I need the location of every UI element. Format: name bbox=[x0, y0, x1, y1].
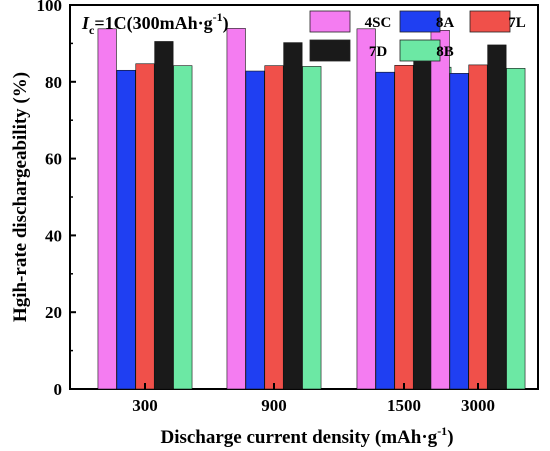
y-tick-label: 100 bbox=[37, 0, 63, 15]
legend-swatch-7l bbox=[469, 10, 511, 33]
bar-4sc-900 bbox=[226, 28, 246, 390]
legend-label-8b: 8B bbox=[436, 44, 454, 60]
bar-7d-900 bbox=[283, 42, 303, 390]
y-tick-label: 80 bbox=[45, 73, 62, 92]
annotation-sup: -1 bbox=[213, 10, 223, 24]
condition-annotation: Ic=1C(300mAh·g-1) bbox=[81, 10, 229, 37]
legend-swatch-7d bbox=[309, 39, 351, 62]
x-tick-label: 300 bbox=[132, 396, 158, 415]
x-tick-label: 1500 bbox=[387, 396, 421, 415]
bar-8a-900 bbox=[245, 70, 265, 390]
annotation-text: =1C(300mAh·g bbox=[94, 13, 212, 34]
x-tick-label: 900 bbox=[261, 396, 287, 415]
y-tick-label: 40 bbox=[45, 226, 62, 245]
bar-8b-3000 bbox=[506, 68, 526, 390]
bar-8a-3000 bbox=[449, 73, 469, 390]
bar-4sc-300 bbox=[97, 28, 117, 390]
y-tick-label: 0 bbox=[54, 380, 63, 399]
bar-7d-3000 bbox=[487, 44, 507, 390]
bar-8b-300 bbox=[173, 65, 193, 390]
x-axis-title-sup: -1 bbox=[437, 424, 447, 438]
legend: 4SC 8A 7L 7D 8B bbox=[309, 10, 526, 62]
bar-8a-300 bbox=[116, 69, 136, 390]
y-axis-title: Hgih-rate dischargeability (%) bbox=[10, 72, 31, 322]
bar-4sc-1500 bbox=[356, 28, 376, 390]
x-axis: 300 900 1500 3000 bbox=[132, 383, 495, 415]
annotation-italic: I bbox=[81, 13, 90, 33]
bar-8b-900 bbox=[302, 66, 322, 390]
legend-label-4sc: 4SC bbox=[365, 15, 392, 31]
bar-7d-300 bbox=[154, 41, 174, 390]
bar-7l-1500 bbox=[394, 64, 414, 390]
bar-7d-1500 bbox=[413, 43, 433, 390]
legend-label-7d: 7D bbox=[369, 44, 388, 60]
legend-swatch-8b bbox=[399, 39, 441, 62]
bars bbox=[97, 28, 526, 390]
y-tick-label: 20 bbox=[45, 303, 62, 322]
legend-swatch-8a bbox=[399, 10, 441, 33]
y-axis: 0 20 40 60 80 100 bbox=[37, 0, 76, 399]
bar-7l-300 bbox=[135, 63, 155, 390]
legend-swatch-4sc bbox=[309, 10, 351, 33]
legend-label-8a: 8A bbox=[436, 15, 455, 31]
x-axis-title-main: Discharge current density (mAh·g bbox=[160, 427, 437, 448]
annotation-end: ) bbox=[223, 13, 229, 34]
bar-7l-900 bbox=[264, 65, 284, 390]
bar-8a-1500 bbox=[375, 71, 395, 390]
y-tick-label: 60 bbox=[45, 150, 62, 169]
x-axis-title-end: ) bbox=[447, 427, 453, 448]
bar-7l-3000 bbox=[468, 64, 488, 390]
legend-label-7l: 7L bbox=[508, 15, 526, 31]
annotation-sub: c bbox=[89, 23, 95, 37]
bar-4sc-3000 bbox=[430, 30, 450, 390]
x-tick-label: 3000 bbox=[461, 396, 495, 415]
x-axis-title: Discharge current density (mAh·g-1) bbox=[160, 424, 453, 448]
